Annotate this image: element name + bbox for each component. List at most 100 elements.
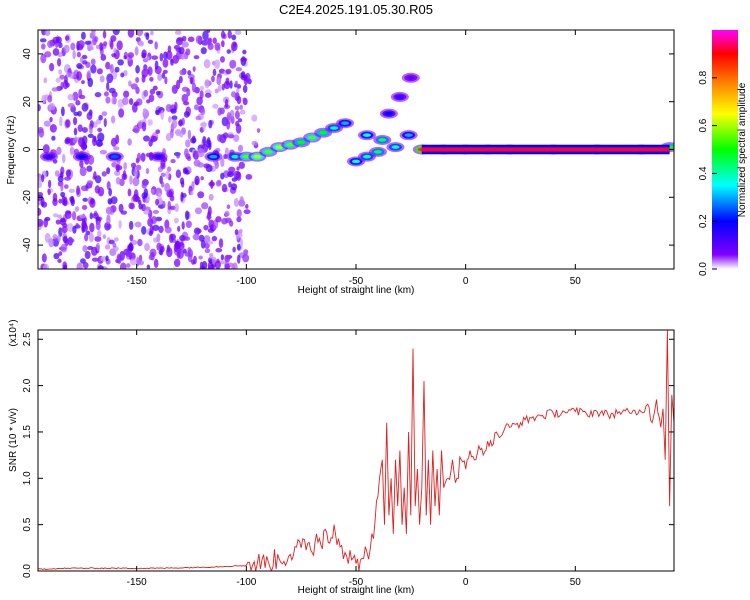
noise-speckle — [207, 240, 214, 245]
noise-speckle — [212, 103, 219, 109]
noise-speckle — [57, 58, 62, 67]
noise-speckle — [116, 40, 123, 51]
noise-speckle — [59, 218, 67, 226]
noise-speckle — [178, 75, 183, 84]
noise-speckle — [204, 248, 211, 254]
noise-speckle — [143, 89, 149, 97]
noise-speckle — [187, 70, 192, 76]
noise-speckle — [43, 120, 51, 127]
noise-speckle — [238, 229, 243, 234]
colorbar-tick-label: 0.2 — [698, 214, 709, 228]
noise-speckle — [211, 235, 218, 242]
noise-speckle — [42, 144, 50, 154]
spectrogram-ticks: -150 -100 -50 0 50 -40 -20 0 20 40 — [22, 30, 674, 287]
noise-speckle — [136, 259, 142, 265]
noise-speckle — [165, 133, 172, 142]
noise-speckle — [47, 188, 51, 196]
noise-speckle — [229, 220, 234, 227]
noise-speckle — [203, 59, 211, 69]
noise-speckle — [136, 152, 142, 162]
noise-speckle — [130, 83, 138, 90]
noise-speckle — [81, 60, 88, 65]
noise-speckle — [223, 154, 228, 160]
noise-speckle — [155, 198, 160, 206]
noise-speckle — [237, 118, 243, 123]
noise-speckle — [166, 247, 173, 258]
noise-speckle — [149, 76, 154, 82]
noise-speckle — [60, 243, 68, 253]
noise-speckle — [91, 257, 99, 262]
noise-speckle — [77, 124, 83, 132]
noise-speckle — [141, 225, 147, 235]
noise-speckle — [82, 245, 88, 253]
noise-speckle — [200, 239, 206, 249]
noise-speckle — [99, 149, 107, 155]
noise-speckle — [180, 191, 184, 202]
noise-speckle — [99, 189, 103, 197]
spectrogram-marks — [38, 30, 674, 269]
noise-speckle — [47, 40, 53, 49]
noise-speckle — [47, 94, 53, 103]
noise-speckle — [101, 111, 108, 117]
noise-speckle — [226, 112, 232, 121]
noise-speckle — [168, 233, 174, 244]
noise-speckle — [242, 49, 247, 55]
noise-speckle — [122, 169, 127, 180]
noise-speckle — [73, 111, 79, 116]
colorbar: 0.0 0.2 0.4 0.6 0.8 Normalized spectral ampl… — [698, 30, 748, 276]
noise-speckle — [94, 175, 102, 184]
noise-speckle — [63, 184, 69, 189]
noise-speckle — [79, 56, 84, 63]
noise-speckle — [159, 53, 164, 62]
noise-speckle — [204, 89, 212, 95]
noise-speckle — [242, 97, 247, 103]
noise-speckle — [145, 167, 150, 175]
ridge-peak — [362, 133, 371, 137]
noise-speckle — [229, 59, 237, 69]
noise-speckle — [217, 84, 222, 92]
noise-speckle — [217, 134, 222, 142]
ridge-peak — [154, 154, 163, 159]
noise-speckle — [176, 37, 184, 42]
spectrogram-y-tick-label: -40 — [22, 237, 33, 252]
noise-speckle — [127, 188, 132, 197]
noise-speckle — [53, 253, 60, 260]
noise-speckle — [162, 69, 168, 74]
noise-speckle — [76, 71, 83, 81]
snr-frame — [37, 329, 675, 572]
noise-speckle — [81, 31, 86, 40]
noise-speckle — [64, 210, 72, 219]
noise-speckle — [118, 220, 122, 229]
noise-speckle — [208, 181, 216, 187]
noise-speckle — [243, 209, 251, 215]
spectrogram-y-tick-label: 40 — [22, 48, 33, 60]
noise-speckle — [208, 119, 213, 129]
noise-speckle — [77, 110, 82, 117]
noise-speckle — [108, 187, 113, 197]
ridge-peak — [373, 150, 382, 154]
noise-speckle — [58, 251, 63, 256]
noise-speckle — [86, 70, 91, 79]
noise-speckle — [111, 161, 118, 168]
noise-speckle — [220, 254, 225, 261]
noise-speckle — [140, 152, 146, 162]
noise-speckle — [215, 216, 222, 223]
noise-speckle — [220, 172, 225, 180]
noise-speckle — [239, 104, 243, 110]
noise-speckle — [214, 161, 220, 169]
noise-speckle — [192, 66, 196, 72]
noise-speckle — [170, 158, 176, 164]
noise-speckle — [236, 208, 242, 218]
noise-speckle — [81, 127, 88, 133]
noise-speckle — [187, 247, 192, 254]
noise-speckle — [101, 171, 107, 177]
noise-speckle — [147, 217, 153, 227]
noise-speckle — [197, 148, 205, 158]
noise-speckle — [199, 261, 204, 269]
noise-speckle — [138, 254, 143, 262]
noise-speckle — [52, 48, 60, 56]
ridge-peak — [319, 130, 328, 135]
noise-speckle — [112, 242, 117, 248]
noise-speckle — [150, 135, 158, 142]
snr-y-tick-label: 1.0 — [22, 471, 33, 485]
